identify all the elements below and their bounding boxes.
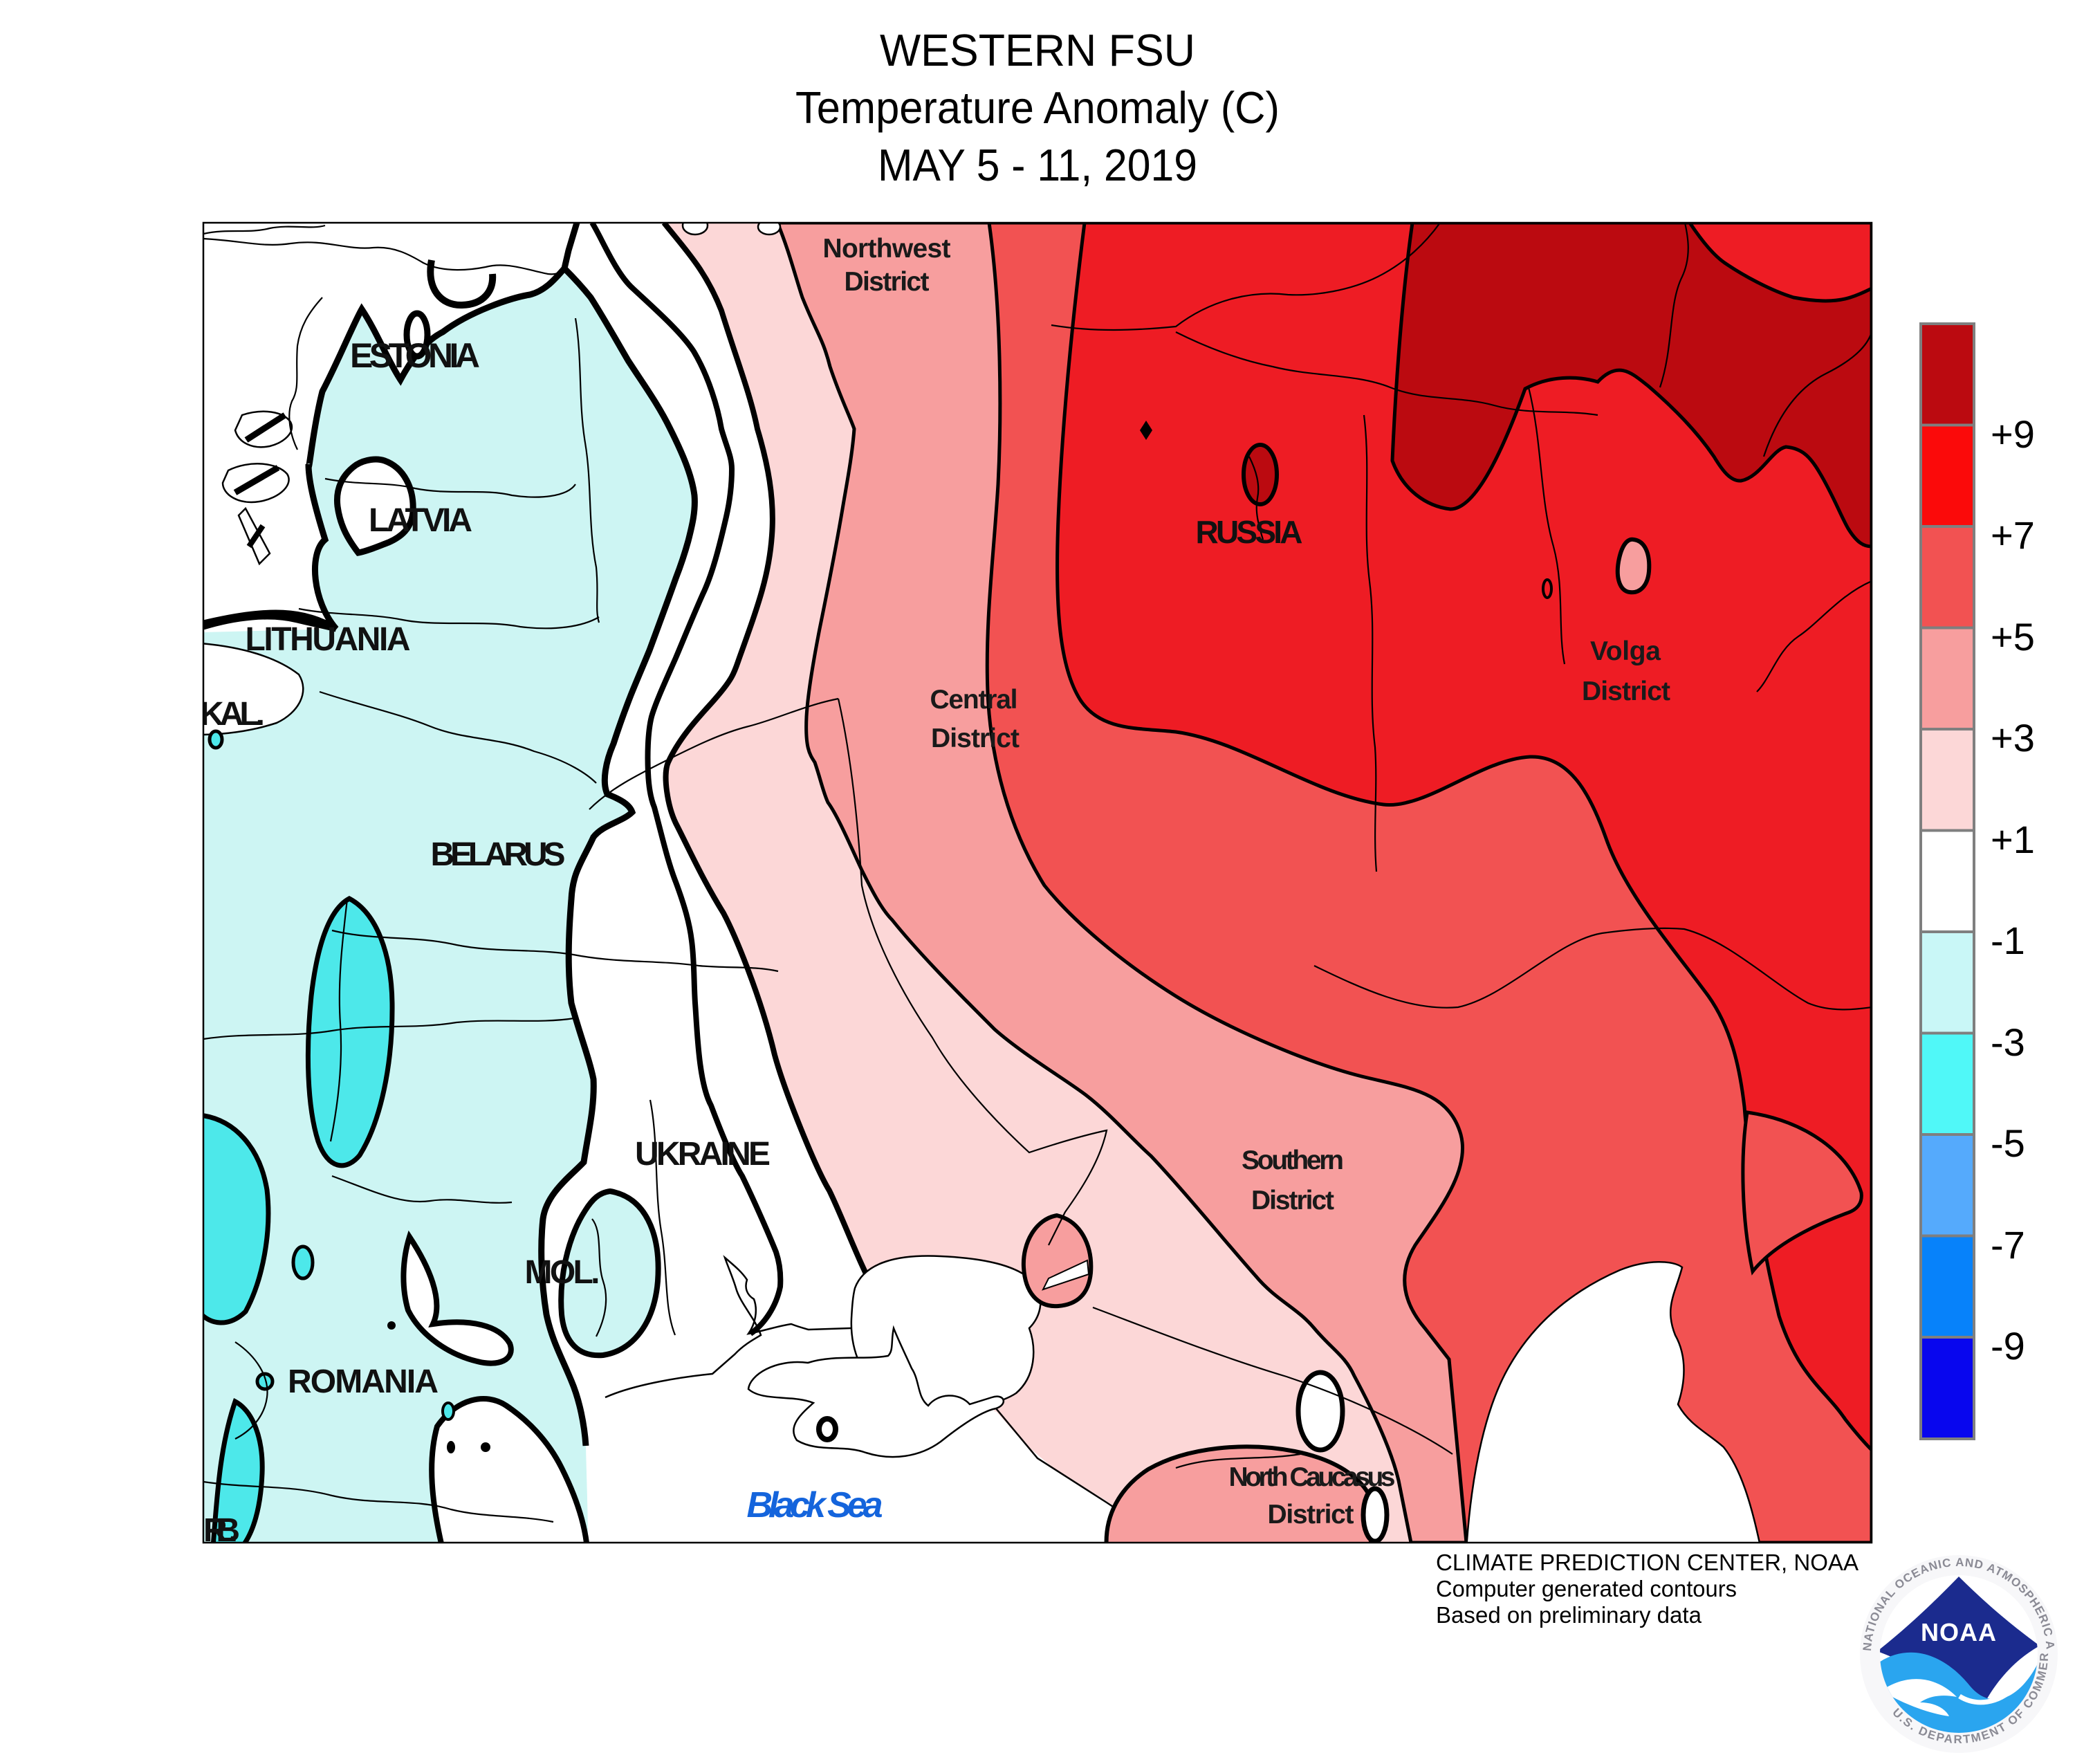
svg-text:Central: Central xyxy=(930,685,1018,715)
svg-text:CLIMATE PREDICTION CENTER, NOA: CLIMATE PREDICTION CENTER, NOAA xyxy=(1436,1550,1859,1575)
svg-text:District: District xyxy=(1251,1186,1334,1215)
svg-text:Computer generated contours: Computer generated contours xyxy=(1436,1576,1737,1601)
svg-text:RB.: RB. xyxy=(203,1512,240,1549)
svg-text:Temperature Anomaly (C): Temperature Anomaly (C) xyxy=(795,82,1280,133)
svg-text:+7: +7 xyxy=(1991,513,2035,557)
svg-text:-7: -7 xyxy=(1991,1223,2025,1267)
svg-text:Black Sea: Black Sea xyxy=(747,1485,883,1525)
svg-text:LATVIA: LATVIA xyxy=(369,502,472,539)
svg-text:KAL.: KAL. xyxy=(200,696,265,733)
svg-text:MOL.: MOL. xyxy=(525,1254,600,1291)
svg-text:+3: +3 xyxy=(1991,716,2035,760)
svg-text:ESTONIA: ESTONIA xyxy=(350,336,480,375)
svg-text:District: District xyxy=(1582,677,1670,706)
svg-text:LITHUANIA: LITHUANIA xyxy=(246,621,411,658)
svg-text:ROMANIA: ROMANIA xyxy=(288,1363,439,1400)
svg-text:+5: +5 xyxy=(1991,615,2035,659)
svg-text:RUSSIA: RUSSIA xyxy=(1196,514,1303,550)
svg-text:WESTERN FSU: WESTERN FSU xyxy=(880,25,1195,75)
svg-text:District: District xyxy=(931,724,1020,753)
svg-text:-3: -3 xyxy=(1991,1020,2025,1064)
svg-text:+1: +1 xyxy=(1991,818,2035,861)
svg-text:Northwest: Northwest xyxy=(823,234,951,264)
svg-text:UKRAINE: UKRAINE xyxy=(635,1136,771,1173)
svg-text:-1: -1 xyxy=(1991,919,2025,962)
svg-text:+9: +9 xyxy=(1991,412,2035,456)
svg-text:Based on preliminary data: Based on preliminary data xyxy=(1436,1602,1702,1628)
svg-text:NOAA: NOAA xyxy=(1921,1618,1997,1646)
svg-text:District: District xyxy=(1268,1500,1354,1529)
svg-text:MAY 5 - 11, 2019: MAY 5 - 11, 2019 xyxy=(878,140,1197,190)
svg-text:North Caucasus: North Caucasus xyxy=(1229,1462,1396,1492)
svg-text:BELARUS: BELARUS xyxy=(431,836,566,873)
svg-text:Volga: Volga xyxy=(1590,636,1661,666)
svg-text:Southern: Southern xyxy=(1242,1146,1344,1175)
svg-text:District: District xyxy=(845,267,930,297)
svg-text:-5: -5 xyxy=(1991,1121,2025,1165)
svg-text:-9: -9 xyxy=(1991,1324,2025,1368)
